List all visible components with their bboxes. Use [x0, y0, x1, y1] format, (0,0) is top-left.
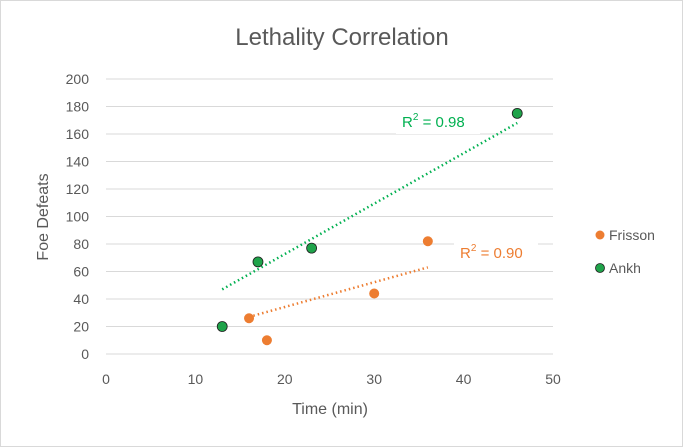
x-tick-label: 50	[545, 371, 561, 387]
y-tick-label: 140	[66, 154, 90, 170]
legend-label-frisson: Frisson	[609, 227, 655, 243]
x-tick-label: 0	[102, 371, 110, 387]
y-tick-label: 180	[66, 99, 90, 115]
y-tick-label: 160	[66, 126, 90, 142]
data-point-ankh	[511, 107, 523, 119]
data-point-ankh	[306, 242, 318, 254]
r2-label-bg	[454, 241, 538, 265]
x-tick-label: 40	[456, 371, 472, 387]
trendlines	[221, 121, 518, 319]
r2-label-bg	[396, 110, 480, 134]
y-axis-label: Foe Defeats	[35, 173, 52, 260]
y-tick-label: 120	[66, 181, 90, 197]
r2-labels: R2 = 0.90 R2 = 0.98	[396, 110, 538, 265]
y-tick-label: 20	[73, 319, 89, 335]
x-tick-labels: 0 10 20 30 40 50	[102, 371, 561, 387]
data-point-frisson	[369, 288, 380, 299]
y-tick-label: 200	[66, 71, 90, 87]
data-point-ankh	[216, 321, 228, 332]
data-point-frisson	[261, 335, 272, 346]
x-axis-label: Time (min)	[292, 401, 368, 418]
data-point-frisson	[422, 236, 433, 247]
y-tick-label: 0	[81, 346, 89, 362]
x-tick-label: 10	[188, 371, 204, 387]
data-points	[216, 107, 523, 346]
y-tick-label: 60	[73, 264, 89, 280]
legend-marker-frisson	[595, 230, 605, 240]
data-point-frisson	[244, 313, 255, 324]
y-tick-label: 100	[66, 209, 90, 225]
chart-title: Lethality Correlation	[235, 24, 448, 51]
y-tick-label: 80	[73, 236, 89, 252]
trendline-frisson	[248, 266, 429, 319]
legend-label-ankh: Ankh	[609, 260, 641, 276]
gridlines	[106, 78, 553, 355]
y-tick-label: 40	[73, 291, 89, 307]
legend-marker-ankh	[595, 263, 605, 273]
r2-label-frisson: R2 = 0.90	[460, 243, 523, 262]
y-tick-labels: 0 20 40 60 80 100 120 140 160 180 200	[66, 71, 90, 362]
legend: Frisson Ankh	[595, 227, 655, 276]
x-tick-label: 30	[366, 371, 382, 387]
x-tick-label: 20	[277, 371, 293, 387]
data-point-ankh	[252, 256, 264, 268]
r2-label-ankh: R2 = 0.98	[402, 112, 465, 131]
